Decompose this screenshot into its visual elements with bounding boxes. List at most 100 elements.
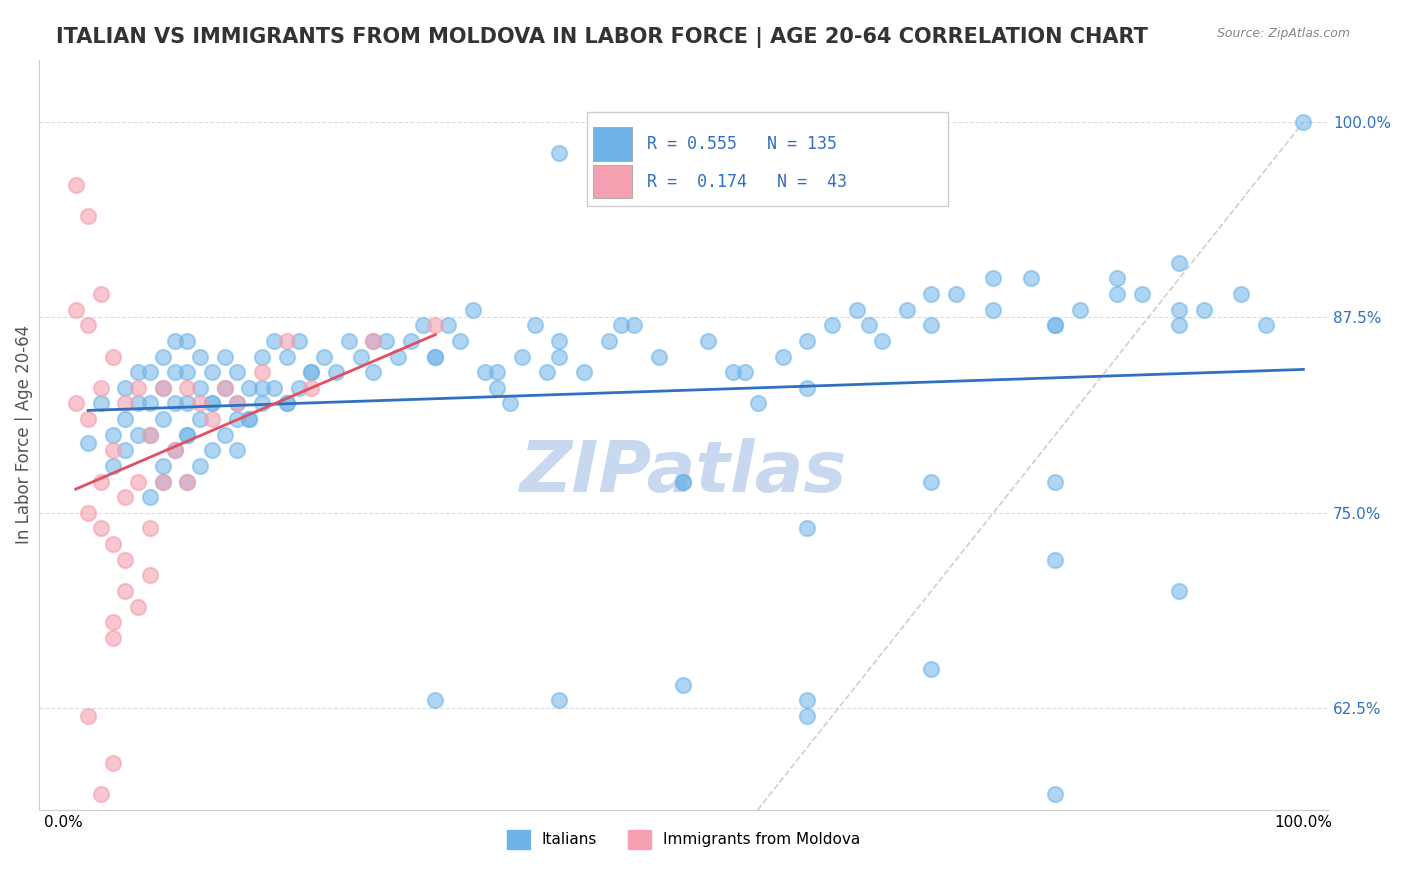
Point	[1256, 318, 1278, 333]
FancyBboxPatch shape	[593, 165, 631, 198]
Point	[610, 318, 633, 333]
Point	[226, 396, 249, 410]
Point	[1168, 302, 1191, 317]
Point	[263, 381, 285, 395]
Point	[510, 350, 533, 364]
Point	[1045, 475, 1067, 489]
Point	[672, 678, 695, 692]
Point	[238, 412, 260, 426]
Point	[299, 365, 322, 379]
Point	[127, 396, 149, 410]
Point	[374, 334, 396, 348]
Point	[337, 334, 360, 348]
Point	[226, 396, 249, 410]
Point	[163, 334, 186, 348]
Point	[152, 475, 174, 489]
Point	[548, 693, 571, 707]
Point	[387, 350, 409, 364]
Point	[90, 787, 112, 801]
Point	[139, 365, 162, 379]
Point	[188, 458, 211, 473]
Point	[188, 412, 211, 426]
Point	[188, 396, 211, 410]
Point	[127, 365, 149, 379]
Point	[65, 302, 87, 317]
Point	[176, 381, 198, 395]
Point	[152, 381, 174, 395]
Point	[772, 350, 794, 364]
Point	[201, 443, 224, 458]
Point	[920, 287, 942, 301]
FancyBboxPatch shape	[593, 128, 631, 161]
Point	[598, 334, 620, 348]
Point	[796, 381, 818, 395]
Point	[276, 396, 298, 410]
Point	[77, 412, 100, 426]
Point	[672, 475, 695, 489]
Y-axis label: In Labor Force | Age 20-64: In Labor Force | Age 20-64	[15, 326, 32, 544]
Point	[623, 318, 645, 333]
Point	[101, 458, 124, 473]
Point	[163, 443, 186, 458]
Point	[139, 427, 162, 442]
Point	[1130, 287, 1153, 301]
Point	[983, 271, 1005, 285]
Point	[77, 709, 100, 723]
Point	[101, 537, 124, 551]
Point	[747, 396, 769, 410]
Point	[250, 396, 273, 410]
Point	[152, 381, 174, 395]
Point	[425, 350, 447, 364]
Text: ITALIAN VS IMMIGRANTS FROM MOLDOVA IN LABOR FORCE | AGE 20-64 CORRELATION CHART: ITALIAN VS IMMIGRANTS FROM MOLDOVA IN LA…	[56, 27, 1149, 48]
Point	[90, 381, 112, 395]
Point	[288, 334, 311, 348]
Point	[548, 350, 571, 364]
Text: Source: ZipAtlas.com: Source: ZipAtlas.com	[1216, 27, 1350, 40]
Point	[188, 381, 211, 395]
Point	[127, 475, 149, 489]
Point	[1045, 553, 1067, 567]
Point	[176, 427, 198, 442]
Point	[114, 412, 136, 426]
Point	[127, 427, 149, 442]
Point	[399, 334, 422, 348]
Point	[721, 365, 744, 379]
Point	[214, 350, 236, 364]
Point	[1107, 287, 1129, 301]
Point	[288, 381, 311, 395]
Point	[1168, 584, 1191, 599]
Point	[299, 365, 322, 379]
FancyBboxPatch shape	[593, 165, 631, 198]
Point	[276, 334, 298, 348]
Point	[299, 381, 322, 395]
Point	[101, 631, 124, 645]
Point	[114, 396, 136, 410]
Point	[1069, 302, 1091, 317]
Point	[486, 381, 509, 395]
Point	[325, 365, 347, 379]
Point	[425, 350, 447, 364]
Point	[226, 412, 249, 426]
Point	[821, 318, 844, 333]
Point	[201, 365, 224, 379]
Point	[176, 365, 198, 379]
Point	[214, 427, 236, 442]
Point	[176, 334, 198, 348]
Point	[188, 350, 211, 364]
Point	[536, 365, 558, 379]
Point	[139, 521, 162, 535]
Point	[163, 365, 186, 379]
FancyBboxPatch shape	[586, 112, 948, 206]
Point	[250, 381, 273, 395]
Point	[90, 396, 112, 410]
Point	[425, 693, 447, 707]
Point	[90, 475, 112, 489]
Point	[152, 350, 174, 364]
Point	[176, 475, 198, 489]
Point	[486, 365, 509, 379]
Point	[1168, 318, 1191, 333]
Point	[1192, 302, 1215, 317]
Point	[250, 350, 273, 364]
Point	[90, 287, 112, 301]
Legend: Italians, Immigrants from Moldova: Italians, Immigrants from Moldova	[501, 824, 866, 855]
